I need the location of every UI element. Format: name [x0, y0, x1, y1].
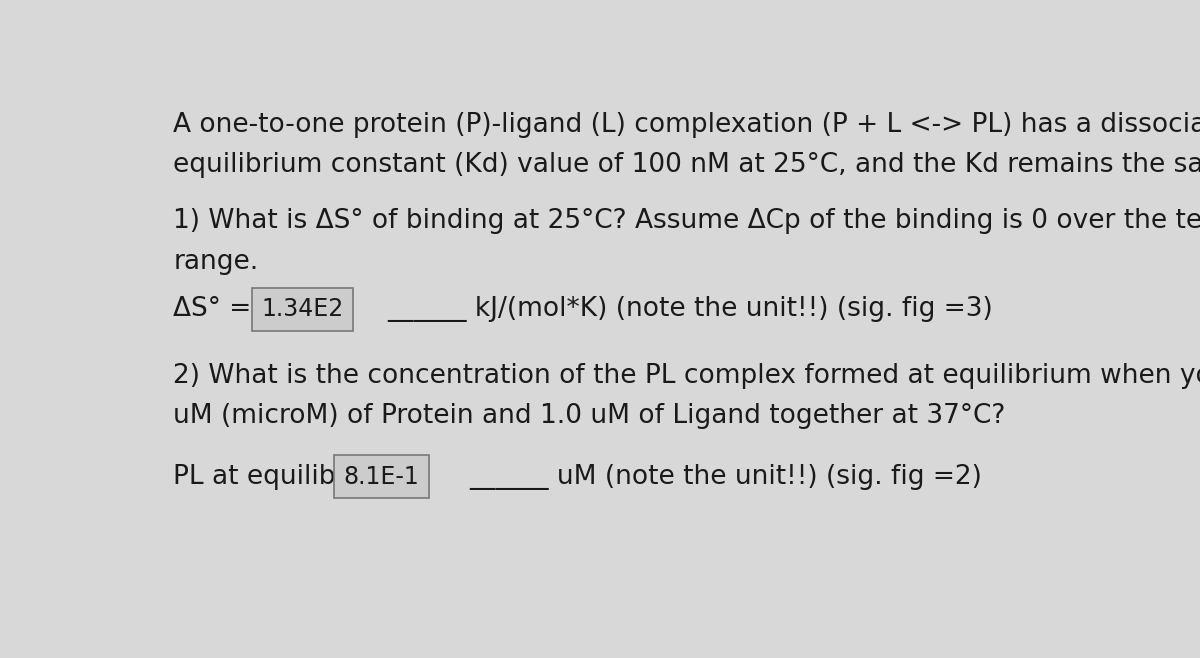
Text: equilibrium constant (Kd) value of 100 nM at 25°C, and the Kd remains the same a: equilibrium constant (Kd) value of 100 n…: [173, 153, 1200, 178]
Text: ΔS° =: ΔS° =: [173, 297, 260, 322]
Text: 1.34E2: 1.34E2: [262, 297, 344, 322]
Text: ______ kJ/(mol*K) (note the unit!!) (sig. fig =3): ______ kJ/(mol*K) (note the unit!!) (sig…: [388, 297, 992, 322]
Text: ______ uM (note the unit!!) (sig. fig =2): ______ uM (note the unit!!) (sig. fig =2…: [469, 464, 982, 490]
Text: range.: range.: [173, 249, 258, 274]
Text: A one-to-one protein (P)-ligand (L) complexation (P + L <-> PL) has a dissociati: A one-to-one protein (P)-ligand (L) comp…: [173, 112, 1200, 138]
Text: 2) What is the concentration of the PL complex formed at equilibrium when you mi: 2) What is the concentration of the PL c…: [173, 363, 1200, 389]
Text: uM (microM) of Protein and 1.0 uM of Ligand together at 37°C?: uM (microM) of Protein and 1.0 uM of Lig…: [173, 403, 1006, 429]
Text: 8.1E-1: 8.1E-1: [343, 465, 419, 489]
Text: PL at equilibrium =: PL at equilibrium =: [173, 464, 436, 490]
Text: 1) What is ΔS° of binding at 25°C? Assume ΔCp of the binding is 0 over the tempe: 1) What is ΔS° of binding at 25°C? Assum…: [173, 208, 1200, 234]
